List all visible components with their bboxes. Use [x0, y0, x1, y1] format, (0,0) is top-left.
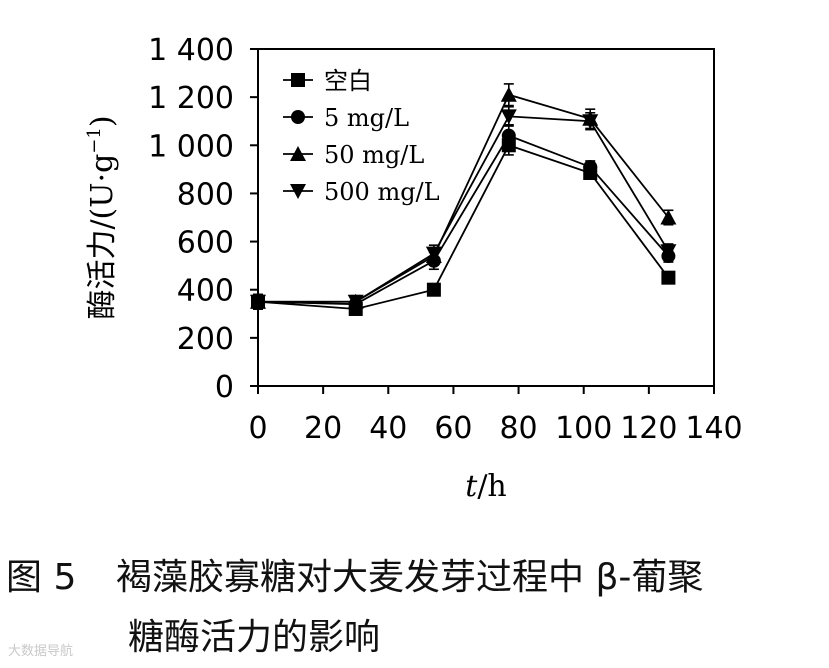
y-tick-label: 1 000: [148, 129, 234, 164]
figure-caption-line1: 图 5 褐藻胶寡糖对大麦发芽过程中 β-葡聚: [6, 548, 703, 600]
series-layer: [250, 83, 677, 316]
x-tick-label: 20: [304, 411, 342, 446]
x-axis: 0 20 40 60 80 100 120 140: [248, 386, 743, 446]
x-tick-label: 80: [499, 411, 537, 446]
legend: 空白 5 mg/L 50 mg/L 500 mg/L: [283, 67, 440, 206]
figure-caption-text: 褐藻胶寡糖对大麦发芽过程中 β-葡聚: [116, 557, 704, 598]
series-line: [257, 134, 670, 306]
triangle-down-marker: [347, 294, 364, 310]
series-triangle-up: [250, 83, 677, 310]
series-line: [258, 115, 670, 303]
x-tick-label: 40: [369, 411, 407, 446]
square-marker: [291, 73, 305, 87]
legend-label: 50 mg/L: [324, 141, 424, 169]
x-tick-label: 60: [434, 411, 472, 446]
y-tick-label: 800: [177, 177, 234, 212]
triangle-up-marker: [290, 146, 306, 161]
triangle-down-marker: [582, 114, 599, 130]
square-marker: [426, 282, 441, 297]
x-tick-label: 0: [248, 411, 267, 446]
series-square: [251, 134, 676, 316]
triangle-down-marker: [250, 294, 266, 310]
triangle-down-marker: [425, 246, 442, 262]
series-line: [257, 144, 670, 310]
legend-label: 500 mg/L: [324, 178, 440, 206]
chart: 0 20 40 60 80 100 120 140 0 200 400 600 800 1 000 1 2…: [84, 33, 743, 504]
triangle-down-marker: [660, 244, 677, 260]
y-axis-title: 酶活力/(U·g−1): [84, 115, 120, 319]
x-tick-label: 120: [620, 411, 677, 446]
y-tick-label: 1 200: [148, 81, 234, 116]
watermark: 大数据导航: [8, 644, 74, 659]
square-marker: [661, 270, 676, 285]
triangle-down-marker: [290, 184, 306, 199]
plot-frame: [257, 48, 715, 387]
series-circle: [251, 124, 676, 312]
circle-marker: [501, 128, 516, 143]
legend-label: 5 mg/L: [324, 104, 409, 132]
circle-marker: [291, 110, 305, 124]
figure-number: 图 5: [6, 557, 77, 598]
series-triangle-down: [250, 105, 677, 310]
y-axis: 0 200 400 600 800 1 000 1 200 1 400: [148, 33, 258, 405]
x-axis-title: t/h: [465, 469, 507, 504]
triangle-up-marker: [500, 86, 517, 102]
y-tick-label: 0: [215, 370, 234, 405]
y-tick-label: 600: [177, 226, 234, 261]
circle-marker: [583, 159, 598, 174]
y-tick-label: 1 400: [148, 33, 234, 68]
y-tick-label: 400: [177, 274, 234, 309]
triangle-down-marker: [500, 109, 517, 125]
triangle-up-marker: [660, 209, 677, 225]
x-tick-label: 100: [555, 411, 612, 446]
x-tick-label: 140: [685, 411, 742, 446]
figure-caption-line2: 糖酶活力的影响: [128, 617, 381, 658]
y-tick-label: 200: [177, 322, 234, 357]
legend-label: 空白: [324, 67, 372, 95]
plot-area: [257, 48, 715, 387]
